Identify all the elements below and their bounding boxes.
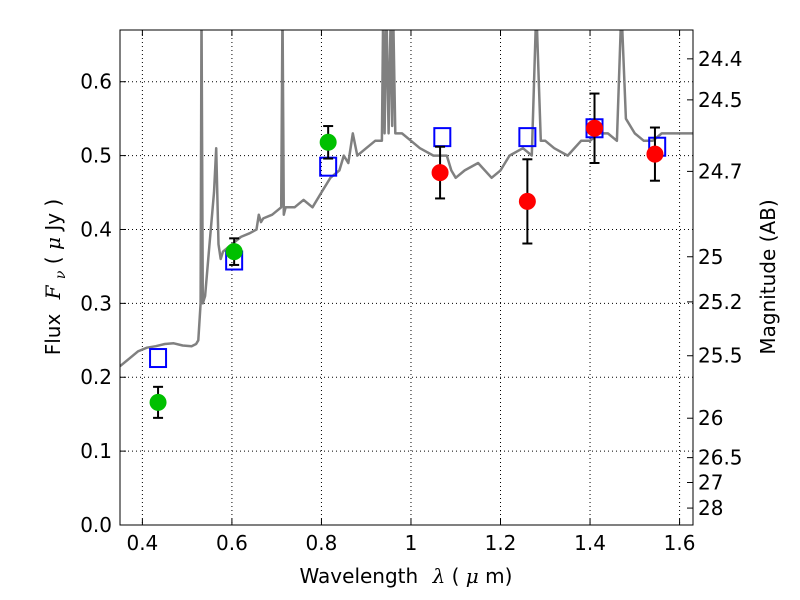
nir-photometry-point (586, 119, 604, 137)
x-axis-label-text: Wavelength (300, 564, 419, 588)
y2-tick-label: 27 (698, 470, 723, 494)
y-tick-label: 0.2 (80, 365, 112, 389)
y2-tick-label: 26 (698, 406, 723, 430)
x-axis-label-unit: m) (485, 564, 512, 588)
y-tick-label: 0.0 (80, 513, 112, 537)
y2-tick-label: 25.5 (698, 344, 743, 368)
y2-tick-label: 26.5 (698, 446, 743, 470)
tick-labels: 0.4 0.6 0.8 1 1.2 1.4 1.6 0.0 0.1 0.2 0.3 0.4 0.5 0.6… (80, 47, 742, 555)
y2-tick-label: 25.2 (698, 290, 743, 314)
optical-photometry-point (149, 393, 167, 411)
nir-photometry-point (431, 164, 449, 182)
y2-tick-label: 25 (698, 245, 723, 269)
optical-photometry-point (319, 133, 337, 151)
x-axis-label-mu: μ (466, 564, 479, 588)
y-tick-label: 0.5 (80, 144, 112, 168)
model-photometry-square (149, 348, 168, 369)
x-tick-label: 0.4 (126, 531, 158, 555)
y2-tick-label: 24.7 (698, 159, 743, 183)
y2-axis-label: Magnitude (AB) (756, 199, 780, 354)
tick-marks (120, 30, 693, 526)
nir-photometry-point (646, 145, 664, 163)
y2-tick-label: 24.5 (698, 88, 743, 112)
spectrum-layer (120, 30, 693, 368)
x-tick-label: 1.2 (485, 531, 517, 555)
spectrum-line (120, 30, 693, 368)
y2-tick-label: 24.4 (698, 47, 743, 71)
y-axis-label-open: ( (41, 250, 65, 264)
y-tick-label: 0.6 (80, 70, 112, 94)
y-axis-label-unit: Jy ) (41, 199, 65, 233)
x-tick-label: 1 (405, 531, 418, 555)
y2-tick-label: 28 (698, 496, 723, 520)
x-tick-label: 1.6 (664, 531, 696, 555)
x-axis-label-open: ( (452, 564, 460, 588)
y-tick-label: 0.3 (80, 291, 112, 315)
y-axis-label-mu: μ (41, 237, 65, 250)
marker-layer (149, 92, 667, 419)
y-axis-label-text: Flux (41, 314, 65, 356)
x-tick-label: 0.6 (216, 531, 248, 555)
x-axis-label: Wavelength λ ( μ m) (300, 564, 513, 588)
x-tick-label: 0.8 (306, 531, 338, 555)
plot-background (120, 30, 693, 525)
y-axis-label-sub: ν (53, 270, 69, 279)
y-axis-label-symbol: F (41, 284, 65, 300)
nir-photometry-point (518, 192, 536, 210)
grid-lines (120, 30, 693, 526)
optical-photometry-point (225, 243, 243, 261)
y-tick-label: 0.4 (80, 217, 112, 241)
y-axis-label: Flux F ν ( μ Jy ) (41, 199, 70, 356)
x-tick-label: 1.4 (574, 531, 606, 555)
model-photometry-square (518, 127, 537, 148)
x-axis-label-lambda: λ (432, 564, 446, 588)
plot-frame (119, 29, 694, 526)
y-tick-label: 0.1 (80, 439, 112, 463)
